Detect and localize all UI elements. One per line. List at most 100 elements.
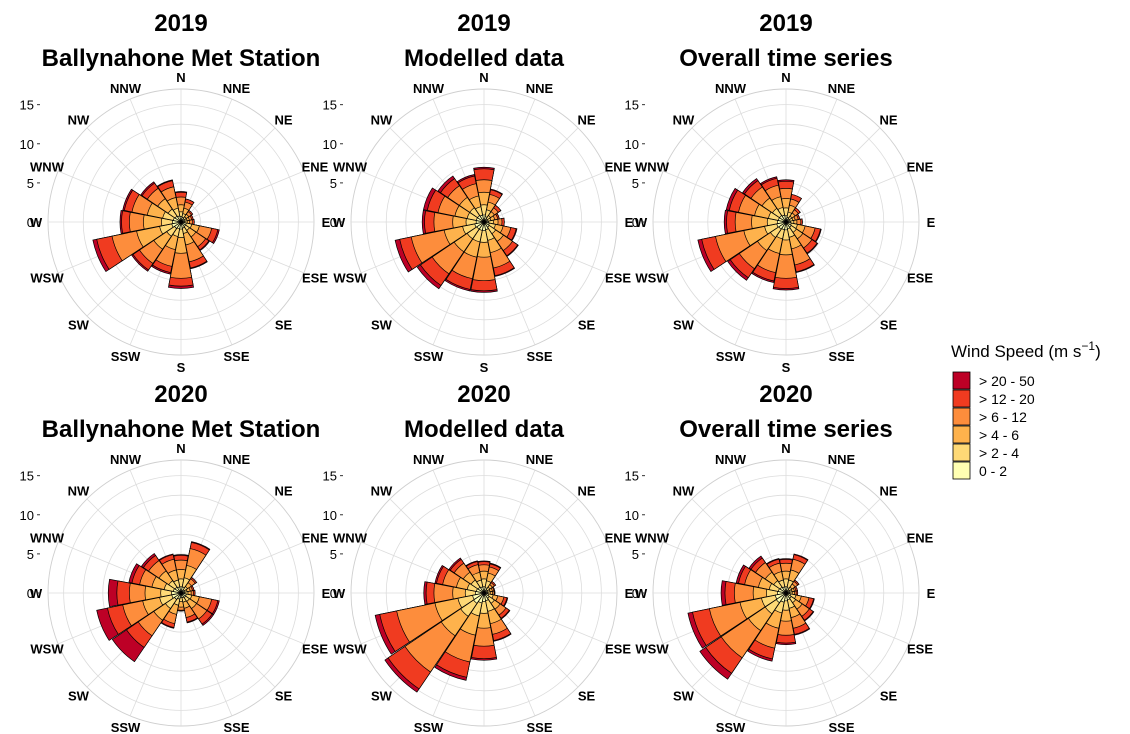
bars [374, 557, 512, 693]
panel-title: 2019 [457, 10, 510, 37]
radial-tick-label: 5 [632, 176, 639, 191]
direction-label-nne: NNE [828, 81, 856, 96]
direction-label-wnw: WNW [333, 160, 368, 175]
radial-axis: 0 5 10 15 [625, 469, 645, 601]
bar-s-2-4 [782, 221, 790, 241]
direction-label-ese: ESE [302, 642, 328, 657]
radial-tick-label: 10 [20, 508, 34, 523]
legend-swatch-2-4 [952, 443, 971, 462]
radial-tick-label: 5 [330, 176, 337, 191]
bar-nw-0-2 [779, 586, 787, 594]
direction-label-sw: SW [371, 689, 393, 704]
direction-label-ene: ENE [302, 531, 329, 546]
bar-w-2-4 [160, 588, 182, 598]
direction-label-ssw: SSW [111, 720, 141, 734]
direction-labels: N NNE NE ENE E ESE SE SSE S SSW SW WSW W WNW NW NNW [30, 441, 331, 734]
direction-label-sse: SSE [223, 349, 249, 364]
bars [394, 166, 519, 293]
bar-nnw-0-2 [480, 586, 485, 594]
direction-label-nnw: NNW [715, 81, 747, 96]
direction-label-n: N [176, 441, 185, 456]
radial-tick-label: 10 [20, 137, 34, 152]
panel-title: 2019 [759, 10, 812, 37]
bar-w-2-4 [766, 218, 787, 226]
legend-label-20-50: > 20 - 50 [979, 373, 1035, 389]
radial-tick-label: 10 [625, 508, 639, 523]
direction-label-w: W [30, 215, 43, 230]
direction-label-nnw: NNW [715, 452, 747, 467]
radial-tick-label: 15 [20, 98, 34, 113]
bar-wsw-0-2 [472, 592, 485, 600]
bar-w-0-2 [777, 590, 787, 596]
direction-label-wnw: WNW [30, 531, 65, 546]
radial-axis: 0 5 10 15 [625, 98, 645, 230]
grid-spoke [785, 498, 881, 594]
direction-label-wsw: WSW [333, 642, 367, 657]
bar-n-2-4 [480, 578, 488, 594]
bar-wsw-0-2 [776, 221, 787, 228]
legend-label-4-6: > 4 - 6 [979, 427, 1019, 443]
direction-label-ese: ESE [302, 271, 328, 286]
radial-tick-label: 15 [625, 469, 639, 484]
radial-tick-label: 10 [625, 137, 639, 152]
bar-w-2-4 [766, 588, 787, 598]
grid-spoke [180, 498, 276, 594]
radial-axis: 0 5 10 15 [20, 98, 40, 230]
direction-label-sse: SSE [828, 720, 854, 734]
direction-label-n: N [781, 441, 790, 456]
direction-label-ene: ENE [907, 531, 934, 546]
bar-nw-0-2 [477, 215, 485, 223]
direction-label-nne: NNE [223, 81, 251, 96]
direction-label-sw: SW [673, 689, 695, 704]
direction-label-se: SE [880, 689, 898, 704]
direction-label-wnw: WNW [635, 531, 670, 546]
direction-label-ssw: SSW [716, 349, 746, 364]
radial-tick-label: 15 [323, 469, 337, 484]
direction-label-nnw: NNW [413, 81, 445, 96]
direction-label-nw: NW [673, 484, 695, 499]
grid-spoke [180, 127, 276, 223]
bar-w-2-4 [465, 218, 485, 226]
direction-label-ne: NE [879, 484, 897, 499]
direction-label-s: S [480, 731, 489, 734]
bar-w-2-4 [464, 589, 485, 597]
direction-label-sse: SSE [526, 720, 552, 734]
legend-label-2-4: > 2 - 4 [979, 445, 1019, 461]
direction-label-ssw: SSW [414, 349, 444, 364]
direction-label-wsw: WSW [635, 642, 669, 657]
bars [92, 179, 220, 289]
radial-tick-label: 15 [20, 469, 34, 484]
direction-label-s: S [480, 360, 489, 375]
direction-label-nw: NW [673, 113, 695, 128]
radial-tick-label: 0 [330, 215, 337, 230]
direction-label-ne: NE [274, 484, 292, 499]
panel-subtitle: Ballynahone Met Station [42, 416, 321, 443]
direction-labels: N NNE NE ENE E ESE SE SSE S SSW SW WSW W WNW NW NNW [333, 70, 634, 375]
direction-label-s: S [177, 731, 186, 734]
radial-axis: 0 5 10 15 [323, 98, 343, 230]
direction-label-se: SE [275, 689, 293, 704]
direction-label-s: S [177, 360, 186, 375]
direction-label-sw: SW [68, 689, 90, 704]
panel-subtitle: Overall time series [679, 45, 892, 72]
radial-tick-label: 5 [27, 176, 34, 191]
bar-s-2-4 [177, 221, 185, 238]
bar-nnw-0-2 [781, 214, 787, 223]
direction-label-e: E [322, 215, 331, 230]
radial-tick-label: 0 [632, 586, 639, 601]
grid-spoke [180, 541, 305, 594]
bars [697, 176, 822, 291]
direction-label-e: E [927, 215, 936, 230]
bar-nw-0-2 [477, 586, 485, 594]
direction-label-e: E [625, 215, 634, 230]
bar-nnw-0-2 [177, 215, 182, 223]
direction-label-wnw: WNW [30, 160, 65, 175]
legend-items: > 20 - 50 > 12 - 20 > 6 - 12 > 4 - 6 > 2 - 4… [952, 371, 1035, 480]
direction-label-nnw: NNW [110, 81, 142, 96]
